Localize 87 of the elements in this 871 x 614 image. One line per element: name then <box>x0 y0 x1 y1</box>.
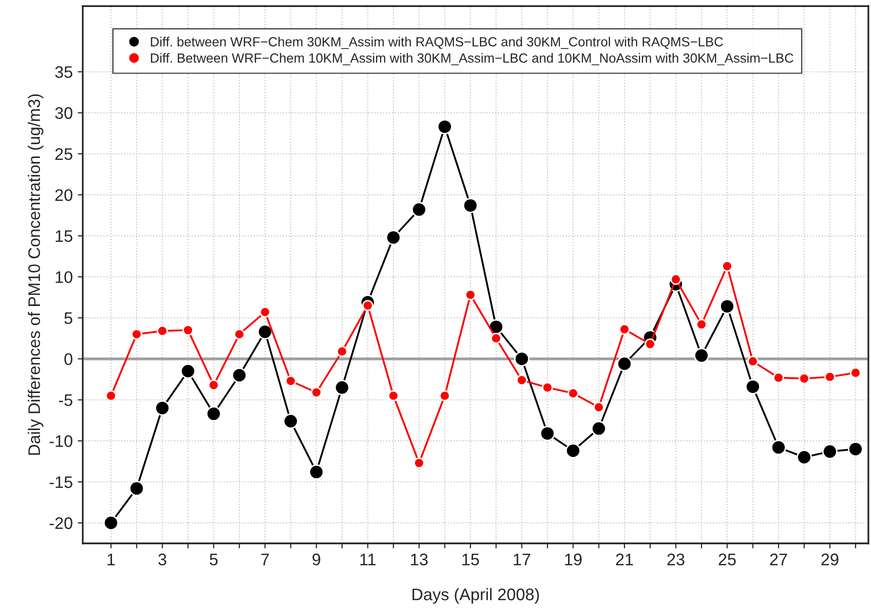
y-tick-label: 30 <box>55 107 72 119</box>
point <box>129 480 144 496</box>
point <box>257 324 273 340</box>
point <box>516 374 528 386</box>
x-tick-label: 1 <box>108 554 115 566</box>
point <box>824 371 836 382</box>
point <box>334 380 350 396</box>
legend-label: Diff. between WRF−Chem 30KM_Assim with RAQMS−LBC and 30KM_Control with RAQMS−LBC <box>150 36 723 49</box>
x-tick-label: 21 <box>616 554 633 566</box>
x-tick-label: 13 <box>411 554 428 566</box>
y-tick-label: 10 <box>56 271 72 284</box>
y-tick-label: 25 <box>55 148 72 160</box>
point <box>850 367 862 378</box>
y-tick-label: -10 <box>50 435 72 448</box>
point <box>694 348 710 364</box>
point <box>822 444 838 460</box>
point <box>131 328 142 340</box>
point <box>206 406 222 422</box>
x-tick-label: 19 <box>565 554 582 566</box>
point <box>462 198 478 214</box>
point <box>464 289 476 300</box>
x-tick-label: 7 <box>261 554 269 566</box>
point <box>285 375 296 387</box>
y-tick-label: -5 <box>58 394 72 406</box>
point <box>798 372 810 384</box>
point <box>439 390 450 402</box>
point <box>696 318 708 330</box>
point <box>670 274 682 285</box>
point <box>848 441 864 457</box>
y-tick-label: 0 <box>64 353 72 366</box>
point <box>772 372 784 384</box>
point <box>182 324 194 336</box>
point <box>514 351 530 366</box>
point <box>565 443 581 458</box>
x-tick-label: 29 <box>821 554 838 566</box>
y-tick-label: -20 <box>50 517 72 530</box>
point <box>308 464 324 480</box>
point <box>796 450 812 465</box>
x-tick-label: 9 <box>312 554 320 566</box>
x-tick-label: 3 <box>158 554 166 566</box>
point <box>644 338 656 350</box>
x-axis-title: Days (April 2008) <box>412 588 539 604</box>
x-tick-label: 27 <box>770 554 787 566</box>
legend-label: Diff. Between WRF−Chem 10KM_Assim with 30KM_Assim−LBC and 10KM_NoAssim with 30KM_Assim−LBC <box>150 53 794 66</box>
point <box>154 400 170 416</box>
y-tick-label: 5 <box>64 312 72 324</box>
x-tick-label: 15 <box>462 554 479 566</box>
point <box>490 332 502 344</box>
x-tick-label: 5 <box>210 554 218 566</box>
y-tick-label: 15 <box>56 230 72 242</box>
point <box>414 457 425 469</box>
point <box>618 324 630 335</box>
point <box>259 306 271 318</box>
point <box>745 379 760 394</box>
point <box>232 368 247 383</box>
point <box>437 119 452 134</box>
point <box>540 426 556 442</box>
point <box>310 386 322 398</box>
point <box>283 414 298 429</box>
x-tick-label: 17 <box>514 554 530 566</box>
y-axis-title: Daily Differences of PM10 Concentration (ug/m3) <box>28 94 44 455</box>
point <box>591 420 606 436</box>
point <box>593 402 604 413</box>
point <box>234 328 245 340</box>
y-tick-label: 35 <box>55 66 72 78</box>
point <box>388 390 399 402</box>
point <box>411 202 427 218</box>
point <box>336 346 348 358</box>
point <box>103 515 119 531</box>
x-tick-label: 11 <box>360 554 376 566</box>
point <box>105 390 117 402</box>
y-tick-label: -15 <box>50 476 72 488</box>
point <box>720 298 735 314</box>
point <box>770 440 786 456</box>
point <box>568 388 579 399</box>
point <box>616 356 632 372</box>
y-tick-label: 20 <box>55 189 72 201</box>
point <box>180 364 196 379</box>
point <box>722 260 733 272</box>
point <box>208 380 220 391</box>
point <box>362 300 374 312</box>
x-tick-label: 25 <box>718 554 736 566</box>
point <box>542 382 554 394</box>
point <box>747 356 758 367</box>
point <box>386 230 402 246</box>
point <box>156 325 168 337</box>
x-tick-label: 23 <box>667 554 684 566</box>
